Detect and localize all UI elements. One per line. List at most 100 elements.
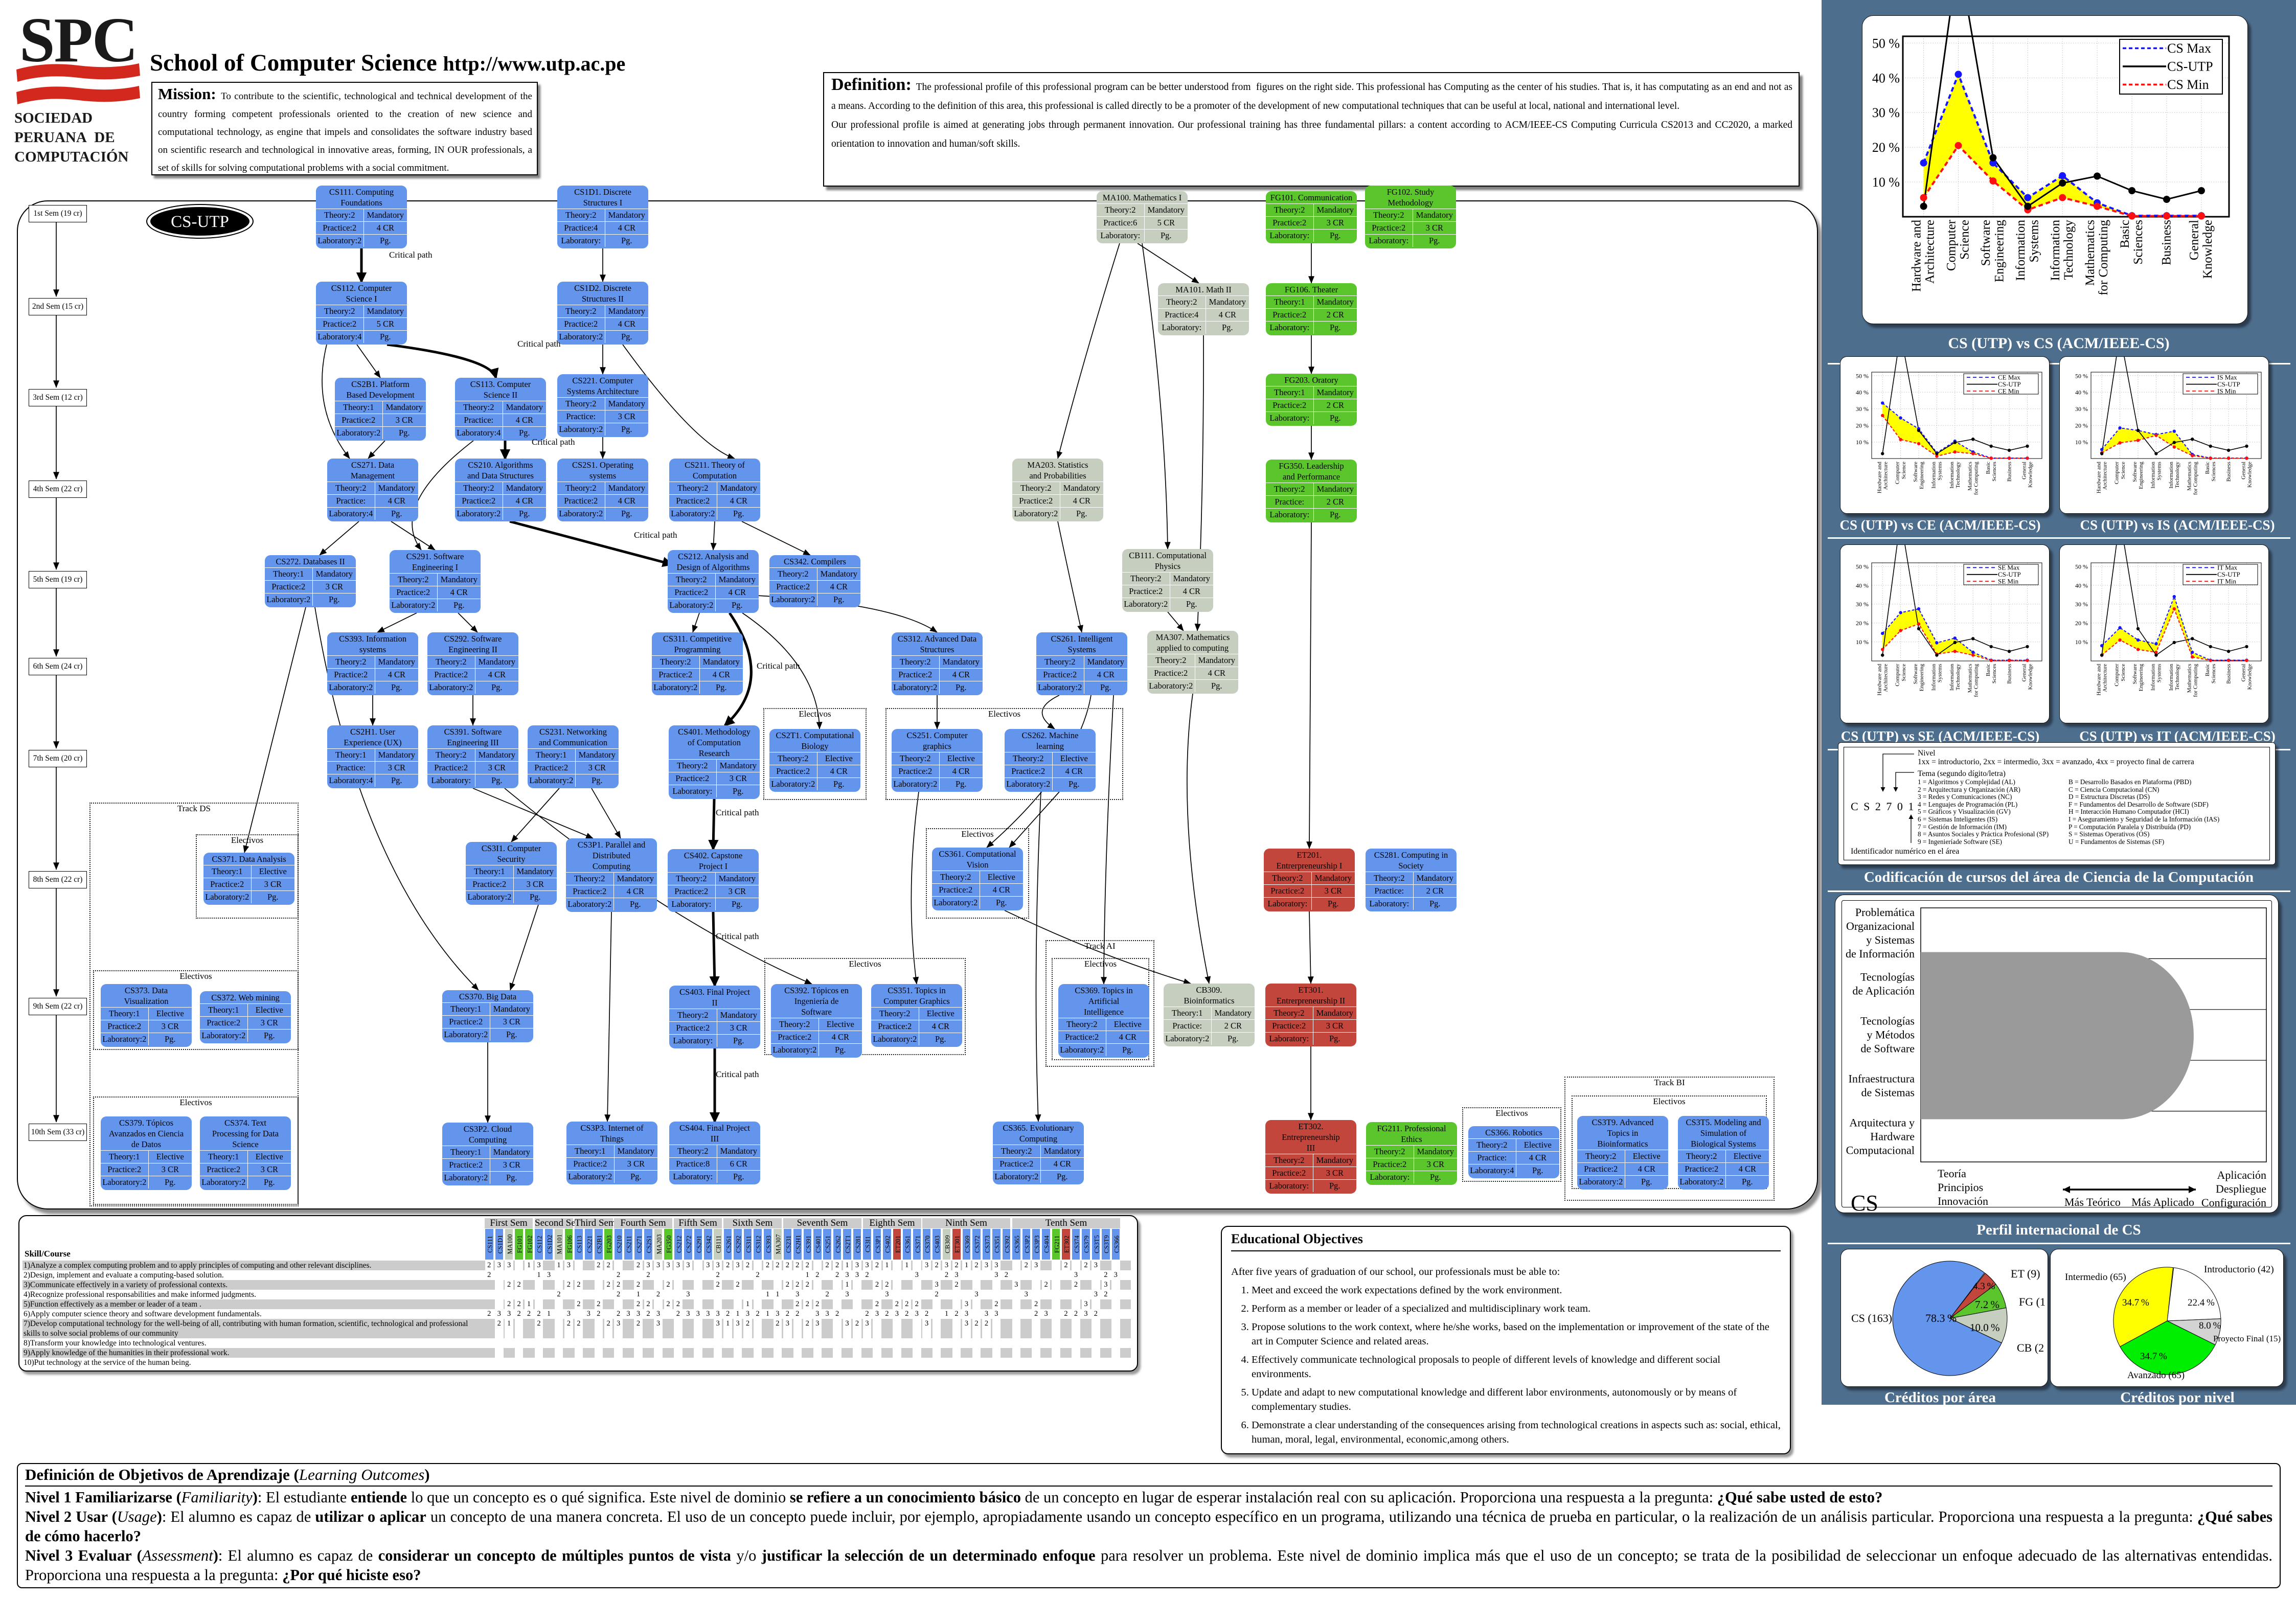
svg-text:Architecture: Architecture (1923, 220, 1937, 284)
svg-text:Infraestructura: Infraestructura (1849, 1072, 1915, 1085)
svg-text:Architecture: Architecture (2102, 664, 2108, 692)
svg-text:Engineering: Engineering (2138, 664, 2144, 691)
svg-text:10 %: 10 % (2075, 638, 2088, 646)
svg-text:Avanzado (65): Avanzado (65) (2127, 1370, 2185, 1381)
svg-text:Business: Business (2160, 220, 2174, 265)
svg-text:Information: Information (1931, 664, 1937, 691)
svg-text:Engineering: Engineering (1992, 220, 2006, 283)
svg-text:Science: Science (2120, 462, 2126, 479)
svg-text:Mathematics: Mathematics (1967, 462, 1973, 491)
svg-text:10 %: 10 % (1872, 175, 1900, 190)
svg-text:20 %: 20 % (2075, 620, 2088, 627)
svg-text:for Computing: for Computing (2192, 462, 2198, 495)
svg-text:Knowledge: Knowledge (2247, 462, 2253, 488)
svg-text:Basic: Basic (2204, 462, 2211, 474)
svg-text:Hardware and: Hardware and (2096, 462, 2102, 493)
svg-text:Computacional: Computacional (1846, 1144, 1915, 1156)
svg-text:20 %: 20 % (1856, 620, 1869, 627)
svg-text:Knowledge: Knowledge (2247, 664, 2253, 690)
svg-text:Basic: Basic (2204, 664, 2211, 676)
svg-text:Technology: Technology (2174, 462, 2180, 488)
svg-text:Despliegue: Despliegue (2216, 1182, 2266, 1195)
svg-text:Systems: Systems (1937, 664, 1943, 683)
svg-text:40 %: 40 % (2075, 582, 2088, 589)
svg-text:Information: Information (1949, 462, 1955, 489)
svg-text:Computer: Computer (2114, 462, 2120, 484)
svg-text:40 %: 40 % (2075, 389, 2088, 396)
svg-text:y Métodos: y Métodos (1867, 1029, 1915, 1041)
svg-text:General: General (2241, 664, 2247, 682)
svg-text:7.2 %: 7.2 % (1975, 1298, 1999, 1311)
svg-text:20 %: 20 % (2075, 422, 2088, 429)
svg-text:Organizacional: Organizacional (1846, 920, 1915, 932)
svg-text:de Información: de Información (1846, 947, 1915, 960)
svg-text:10 %: 10 % (2075, 439, 2088, 446)
svg-text:Science: Science (1901, 462, 1907, 479)
svg-text:30 %: 30 % (2075, 601, 2088, 608)
svg-text:Technology: Technology (1955, 462, 1961, 488)
svg-text:Knowledge: Knowledge (2201, 220, 2215, 279)
svg-text:CS Max: CS Max (2167, 41, 2211, 56)
svg-text:Business: Business (2007, 664, 2013, 684)
svg-text:ET (9): ET (9) (2011, 1267, 2040, 1280)
svg-text:Arquitectura y: Arquitectura y (1849, 1116, 1915, 1129)
svg-text:Mathematics: Mathematics (2186, 462, 2192, 491)
svg-text:CS Min: CS Min (2167, 77, 2209, 92)
svg-text:20 %: 20 % (1872, 140, 1900, 155)
svg-text:General: General (2021, 664, 2028, 682)
svg-text:34.7 %: 34.7 % (2122, 1297, 2149, 1308)
svg-text:CS-UTP: CS-UTP (171, 213, 229, 231)
svg-text:Software: Software (1979, 220, 1993, 266)
svg-text:CE Min: CE Min (1998, 387, 2019, 395)
svg-text:for Computing: for Computing (2192, 664, 2198, 697)
svg-text:CS-UTP: CS-UTP (2167, 59, 2213, 74)
svg-text:8.0 %: 8.0 % (2199, 1320, 2221, 1331)
svg-text:Mathematics: Mathematics (2186, 664, 2192, 693)
svg-text:for Computing: for Computing (2097, 220, 2110, 295)
svg-text:Innovación: Innovación (1938, 1195, 1988, 1207)
svg-text:30 %: 30 % (1856, 601, 1869, 608)
svg-text:Information: Information (2049, 220, 2062, 281)
svg-text:Sciences: Sciences (1991, 462, 1997, 481)
svg-text:General: General (2241, 462, 2247, 479)
svg-text:Sciences: Sciences (2211, 664, 2217, 683)
svg-text:Systems: Systems (2156, 462, 2163, 481)
svg-text:Engineering: Engineering (1919, 664, 1925, 691)
svg-text:IS Min: IS Min (2217, 387, 2236, 395)
svg-text:Basic: Basic (1985, 664, 1991, 676)
svg-text:Architecture: Architecture (2102, 462, 2108, 490)
svg-text:CS-UTP: CS-UTP (2217, 570, 2240, 578)
svg-text:Tecnologías: Tecnologías (1860, 971, 1915, 984)
svg-text:30 %: 30 % (1872, 105, 1900, 120)
svg-text:Business: Business (2226, 462, 2232, 482)
svg-text:Hardware and: Hardware and (1876, 462, 1882, 493)
svg-text:for Computing: for Computing (1973, 664, 1979, 697)
svg-text:de Sistemas: de Sistemas (1861, 1086, 1915, 1099)
svg-text:20 %: 20 % (1856, 422, 1869, 429)
svg-text:Science: Science (2120, 664, 2126, 681)
svg-text:CS: CS (1851, 1191, 1878, 1214)
svg-text:CS-UTP: CS-UTP (1998, 570, 2021, 578)
svg-text:Proyecto Final (15): Proyecto Final (15) (2213, 1334, 2281, 1343)
svg-text:Hardware and: Hardware and (1876, 664, 1882, 695)
svg-text:Hardware: Hardware (1870, 1130, 1915, 1143)
svg-text:Systems: Systems (1937, 462, 1943, 481)
svg-text:Más Aplicado: Más Aplicado (2131, 1196, 2194, 1208)
svg-text:Computer: Computer (1895, 664, 1901, 686)
svg-text:10 %: 10 % (1856, 638, 1869, 646)
svg-text:Engineering: Engineering (1919, 462, 1925, 489)
svg-text:Hardware and: Hardware and (2096, 664, 2102, 695)
svg-text:Introductorio (42): Introductorio (42) (2204, 1264, 2274, 1275)
svg-text:Computer: Computer (2114, 664, 2120, 686)
svg-text:50 %: 50 % (1872, 36, 1900, 51)
svg-text:Science: Science (1901, 664, 1907, 681)
svg-text:Systems: Systems (2156, 664, 2163, 683)
svg-text:Engineering: Engineering (2138, 462, 2144, 489)
svg-text:50 %: 50 % (1856, 372, 1869, 379)
svg-text:Basic: Basic (1985, 462, 1991, 474)
svg-text:Knowledge: Knowledge (2028, 462, 2034, 488)
svg-text:IS Max: IS Max (2217, 373, 2237, 381)
svg-text:50 %: 50 % (2075, 372, 2088, 379)
svg-text:30 %: 30 % (2075, 405, 2088, 413)
svg-text:Basic: Basic (2118, 220, 2132, 248)
